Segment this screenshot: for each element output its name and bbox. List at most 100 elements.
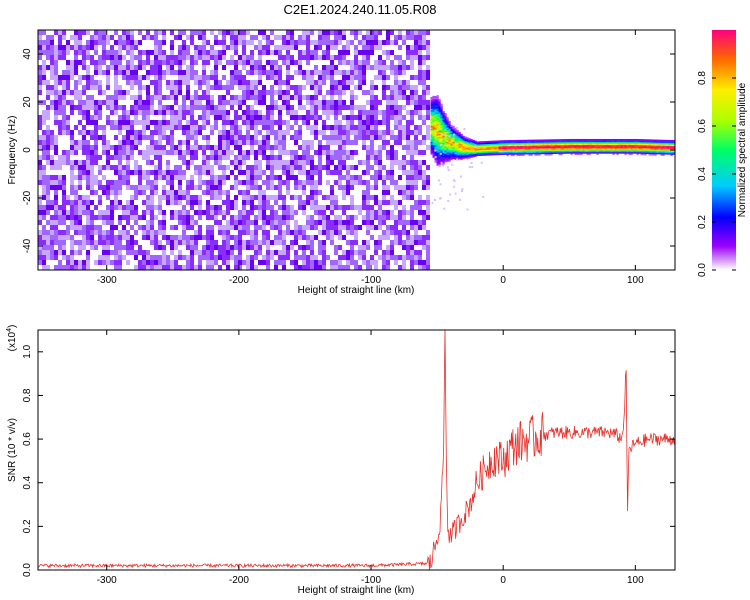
noise-cell	[254, 215, 258, 220]
noise-cell	[350, 65, 354, 70]
noise-cell	[42, 180, 46, 185]
noise-cell	[102, 210, 106, 215]
noise-cell	[214, 55, 218, 60]
noise-cell	[410, 225, 414, 230]
noise-cell	[414, 260, 418, 265]
noise-cell	[82, 50, 86, 55]
noise-cell	[110, 150, 114, 155]
noise-cell	[58, 170, 62, 175]
band-cell	[436, 144, 439, 146]
noise-cell	[242, 145, 246, 150]
noise-cell	[106, 185, 110, 190]
noise-cell	[274, 180, 278, 185]
noise-cell	[294, 105, 298, 110]
noise-cell	[110, 225, 114, 230]
noise-cell	[106, 75, 110, 80]
noise-cell	[150, 120, 154, 125]
band-cell	[438, 100, 441, 103]
noise-cell	[374, 120, 378, 125]
noise-cell	[234, 80, 238, 85]
noise-cell	[126, 100, 130, 105]
band-cell	[434, 129, 437, 132]
noise-cell	[310, 220, 314, 225]
noise-cell	[126, 150, 130, 155]
noise-cell	[306, 235, 310, 240]
noise-cell	[366, 60, 370, 65]
noise-cell	[338, 95, 342, 100]
noise-cell	[94, 205, 98, 210]
noise-cell	[202, 105, 206, 110]
noise-cell	[190, 195, 194, 200]
noise-cell	[414, 150, 418, 155]
noise-cell	[322, 230, 326, 235]
noise-cell	[106, 255, 110, 260]
noise-cell	[226, 90, 230, 95]
noise-cell	[86, 230, 90, 235]
noise-cell	[366, 135, 370, 140]
noise-cell	[398, 55, 402, 60]
noise-cell	[366, 85, 370, 90]
noise-cell	[306, 215, 310, 220]
band-cell	[432, 133, 435, 136]
noise-cell	[402, 200, 406, 205]
noise-cell	[254, 175, 258, 180]
noise-cell	[310, 130, 314, 135]
noise-cell	[130, 200, 134, 205]
noise-cell	[46, 30, 50, 35]
noise-cell	[370, 125, 374, 130]
noise-cell	[278, 155, 282, 160]
noise-cell	[390, 75, 394, 80]
noise-cell	[142, 30, 146, 35]
noise-cell	[194, 105, 198, 110]
noise-cell	[266, 235, 270, 240]
band-cell	[436, 152, 439, 155]
noise-cell	[222, 255, 226, 260]
noise-cell	[126, 220, 130, 225]
noise-cell	[322, 250, 326, 255]
band-cell	[434, 145, 437, 147]
noise-cell	[250, 75, 254, 80]
noise-cell	[382, 70, 386, 75]
noise-cell	[270, 175, 274, 180]
noise-cell	[270, 225, 274, 230]
noise-cell	[82, 225, 86, 230]
noise-cell	[170, 45, 174, 50]
noise-cell	[194, 130, 198, 135]
noise-cell	[322, 225, 326, 230]
noise-cell	[286, 245, 290, 250]
noise-cell	[254, 225, 258, 230]
noise-cell	[414, 135, 418, 140]
noise-cell	[414, 175, 418, 180]
noise-cell	[78, 180, 82, 185]
noise-cell	[42, 120, 46, 125]
band-cell	[430, 115, 433, 118]
noise-cell	[254, 155, 258, 160]
noise-cell	[122, 95, 126, 100]
noise-cell	[78, 105, 82, 110]
noise-cell	[118, 140, 122, 145]
noise-cell	[202, 140, 206, 145]
noise-cell	[206, 40, 210, 45]
noise-cell	[322, 265, 326, 270]
noise-cell	[250, 30, 254, 35]
noise-cell	[342, 120, 346, 125]
noise-cell	[326, 180, 330, 185]
noise-cell	[246, 120, 250, 125]
noise-cell	[46, 35, 50, 40]
noise-cell	[290, 260, 294, 265]
noise-cell	[186, 240, 190, 245]
noise-cell	[374, 250, 378, 255]
noise-cell	[50, 60, 54, 65]
noise-cell	[38, 65, 42, 70]
noise-cell	[110, 130, 114, 135]
noise-cell	[158, 235, 162, 240]
noise-cell	[162, 195, 166, 200]
noise-cell	[310, 45, 314, 50]
noise-cell	[310, 225, 314, 230]
noise-cell	[310, 50, 314, 55]
band-cell	[434, 124, 437, 127]
noise-cell	[122, 210, 126, 215]
noise-cell	[350, 195, 354, 200]
noise-cell	[414, 195, 418, 200]
noise-cell	[150, 130, 154, 135]
